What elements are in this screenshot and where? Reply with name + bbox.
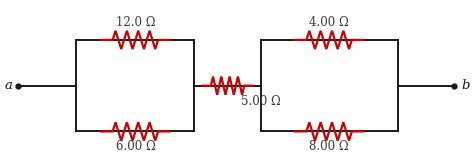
Text: 8.00 Ω: 8.00 Ω — [310, 140, 349, 153]
Text: 5.00 Ω: 5.00 Ω — [241, 95, 281, 108]
Text: b: b — [461, 79, 470, 92]
Text: 4.00 Ω: 4.00 Ω — [309, 16, 349, 29]
Text: 12.0 Ω: 12.0 Ω — [116, 16, 155, 29]
Text: a: a — [4, 79, 12, 92]
Text: 6.00 Ω: 6.00 Ω — [116, 140, 155, 153]
